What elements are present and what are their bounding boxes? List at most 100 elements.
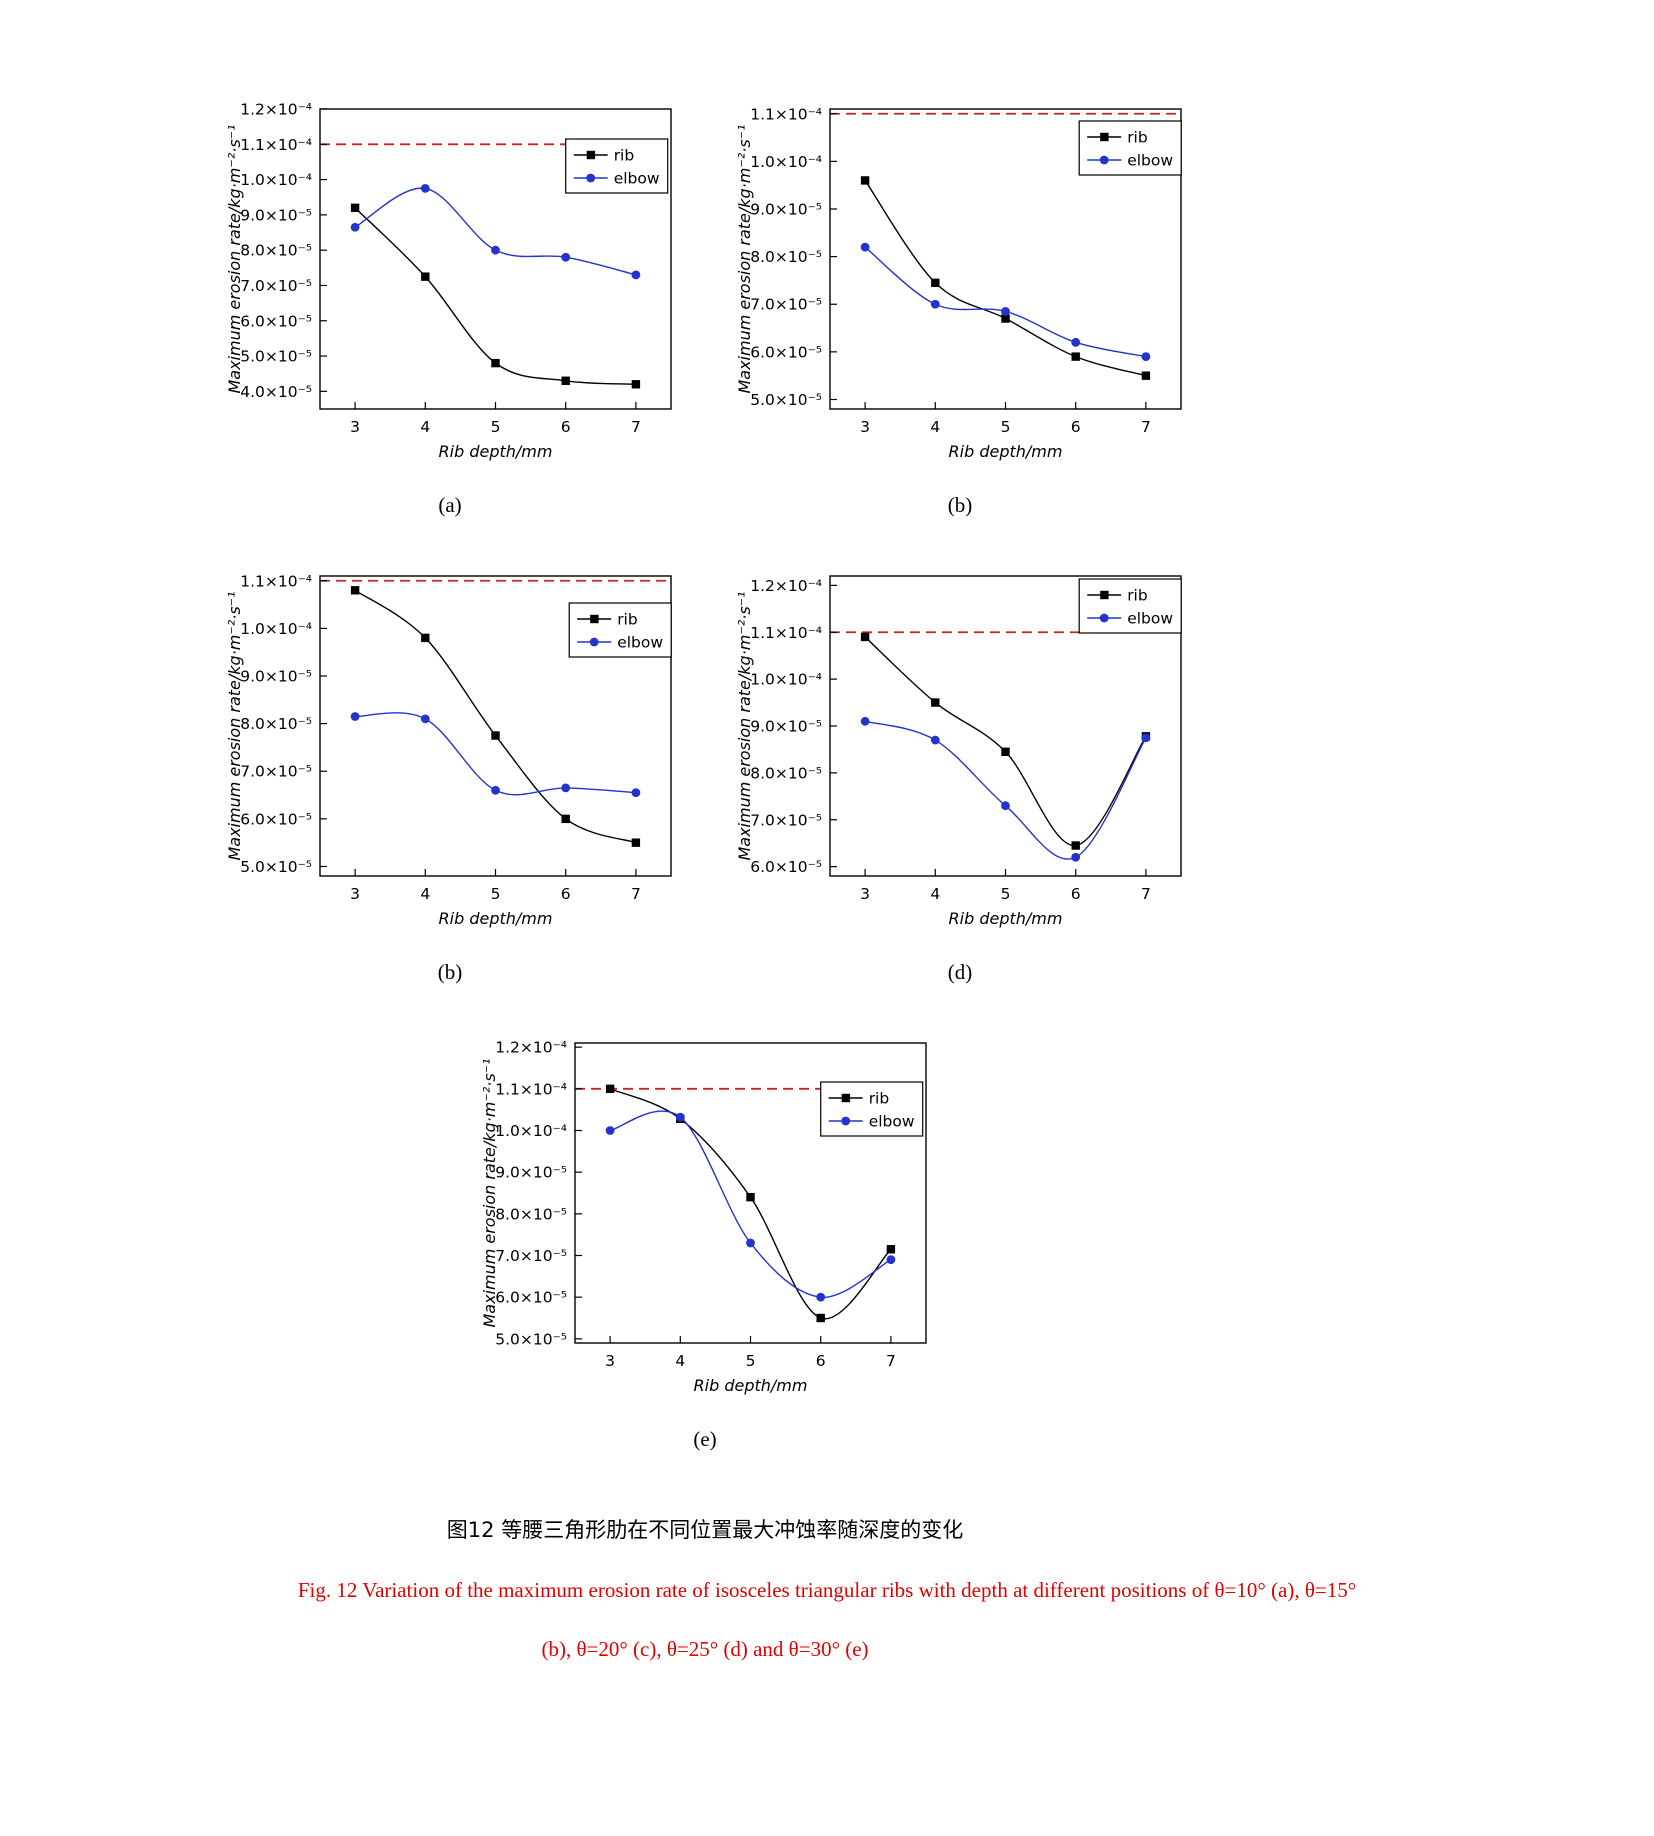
marker-circle-elbow xyxy=(886,1255,896,1265)
marker-circle-elbow xyxy=(930,299,940,309)
panel-a: 4.0×10⁻⁵ 5.0×10⁻⁵ 6.0×10⁻⁵ 7.0×10⁻⁵ 8.0×10⁻⁵… xyxy=(215,95,685,552)
marker-circle-elbow xyxy=(605,1126,615,1135)
marker-square-rib xyxy=(1001,314,1010,323)
legend-marker-rib xyxy=(1100,132,1109,142)
series-line-elbow xyxy=(355,712,636,796)
marker-circle-elbow xyxy=(1071,337,1081,347)
figure-page: 4.0×10⁻⁵ 5.0×10⁻⁵ 6.0×10⁻⁵ 7.0×10⁻⁵ 8.0×10⁻⁵… xyxy=(215,95,1356,1662)
marker-circle-elbow xyxy=(631,788,641,798)
marker-square-rib xyxy=(1071,841,1080,850)
chart-b: 5.0×10⁻⁵ 6.0×10⁻⁵ 7.0×10⁻⁵ 8.0×10⁻⁵ 9.0×10⁻⁵… xyxy=(725,95,1195,467)
chart-row-1: 4.0×10⁻⁵ 5.0×10⁻⁵ 6.0×10⁻⁵ 7.0×10⁻⁵ 8.0×10⁻⁵… xyxy=(215,95,1195,552)
y-tick-label: 8.0×10⁻⁵ xyxy=(240,715,312,733)
x-tick-label: 5 xyxy=(491,418,501,436)
y-tick-label: 7.0×10⁻⁵ xyxy=(750,811,822,829)
marker-circle-elbow xyxy=(816,1292,826,1302)
y-tick-label: 9.0×10⁻⁵ xyxy=(495,1164,567,1182)
legend-label-rib: rib xyxy=(617,611,638,629)
legend-marker-rib xyxy=(1100,590,1109,600)
x-tick-label: 3 xyxy=(350,418,360,436)
marker-circle-elbow xyxy=(420,184,430,193)
y-tick-label: 1.1×10⁻⁴ xyxy=(240,136,312,154)
series-line-rib xyxy=(354,207,636,385)
chart-d: 6.0×10⁻⁵ 7.0×10⁻⁵ 8.0×10⁻⁵ 9.0×10⁻⁵ 1.0×10⁻⁴… xyxy=(725,562,1195,934)
y-axis-label: Maximum erosion rate/kg·m⁻²·s⁻¹ xyxy=(735,124,754,393)
series-line-elbow xyxy=(354,187,637,276)
marker-circle-elbow xyxy=(561,252,571,262)
legend-label-rib: rib xyxy=(1127,129,1148,147)
y-tick-label: 9.0×10⁻⁵ xyxy=(240,668,312,686)
x-tick-label: 4 xyxy=(420,885,430,903)
marker-circle-elbow xyxy=(930,735,940,745)
y-tick-label: 7.0×10⁻⁵ xyxy=(240,763,312,781)
marker-circle-elbow xyxy=(860,716,870,726)
x-tick-label: 6 xyxy=(561,418,571,436)
marker-circle-elbow xyxy=(561,783,571,793)
panel-label-e: (e) xyxy=(693,1427,717,1451)
chart-svg-c: 5.0×10⁻⁵ 6.0×10⁻⁵ 7.0×10⁻⁵ 8.0×10⁻⁵ 9.0×10⁻⁵… xyxy=(225,572,672,928)
chart-row-3: 5.0×10⁻⁵ 6.0×10⁻⁵ 7.0×10⁻⁵ 8.0×10⁻⁵ 9.0×10⁻⁵… xyxy=(215,1029,1195,1486)
legend-label-rib: rib xyxy=(869,1090,890,1108)
legend-marker-elbow xyxy=(1099,155,1109,165)
y-tick-label: 9.0×10⁻⁵ xyxy=(240,206,312,224)
marker-circle-elbow xyxy=(860,242,870,252)
marker-circle-elbow xyxy=(631,270,641,280)
marker-square-rib xyxy=(886,1245,896,1254)
x-tick-label: 3 xyxy=(860,418,870,436)
y-tick-label: 9.0×10⁻⁵ xyxy=(750,718,822,736)
legend-marker-elbow xyxy=(586,173,596,183)
marker-square-rib xyxy=(816,1313,825,1323)
y-tick-label: 5.0×10⁻⁵ xyxy=(750,391,822,409)
chart-svg-e: 5.0×10⁻⁵ 6.0×10⁻⁵ 7.0×10⁻⁵ 8.0×10⁻⁵ 9.0×10⁻⁵… xyxy=(480,1039,927,1395)
y-tick-label: 6.0×10⁻⁵ xyxy=(750,343,822,361)
x-tick-label: 3 xyxy=(350,885,360,903)
y-tick-label: 1.0×10⁻⁴ xyxy=(240,171,312,189)
x-tick-label: 3 xyxy=(605,1352,615,1370)
y-tick-label: 8.0×10⁻⁵ xyxy=(750,764,822,782)
x-axis-label: Rib depth/mm xyxy=(949,442,1063,461)
marker-square-rib xyxy=(931,698,940,707)
y-tick-label: 1.1×10⁻⁴ xyxy=(495,1080,567,1098)
marker-square-rib xyxy=(931,278,940,288)
y-tick-label: 1.1×10⁻⁴ xyxy=(750,624,822,642)
x-tick-label: 4 xyxy=(930,885,940,903)
legend-marker-elbow xyxy=(589,637,599,647)
chart-e: 5.0×10⁻⁵ 6.0×10⁻⁵ 7.0×10⁻⁵ 8.0×10⁻⁵ 9.0×10⁻⁵… xyxy=(470,1029,940,1401)
y-tick-label: 6.0×10⁻⁵ xyxy=(495,1289,567,1307)
marker-square-rib xyxy=(1141,371,1151,380)
marker-square-rib xyxy=(421,272,430,281)
y-tick-label: 1.2×10⁻⁴ xyxy=(240,101,312,119)
y-tick-label: 7.0×10⁻⁵ xyxy=(750,296,822,314)
marker-circle-elbow xyxy=(420,714,430,724)
x-axis-label: Rib depth/mm xyxy=(694,1376,808,1395)
marker-square-rib xyxy=(350,586,360,595)
x-tick-label: 7 xyxy=(886,1352,896,1370)
x-axis-label: Rib depth/mm xyxy=(439,442,553,461)
chart-c: 5.0×10⁻⁵ 6.0×10⁻⁵ 7.0×10⁻⁵ 8.0×10⁻⁵ 9.0×10⁻⁵… xyxy=(215,562,685,934)
marker-circle-elbow xyxy=(1141,733,1151,743)
figure-caption-english-line2: (b), θ=20° (c), θ=25° (d) and θ=30° (e) xyxy=(541,1637,869,1661)
marker-square-rib xyxy=(860,632,870,642)
figure-grid: 4.0×10⁻⁵ 5.0×10⁻⁵ 6.0×10⁻⁵ 7.0×10⁻⁵ 8.0×10⁻⁵… xyxy=(215,95,1195,1486)
y-axis-label: Maximum erosion rate/kg·m⁻²·s⁻¹ xyxy=(225,124,244,393)
legend-label-elbow: elbow xyxy=(614,170,660,188)
panel-label-c: (b) xyxy=(437,960,463,984)
legend-box xyxy=(1078,120,1182,176)
panel-e: 5.0×10⁻⁵ 6.0×10⁻⁵ 7.0×10⁻⁵ 8.0×10⁻⁵ 9.0×10⁻⁵… xyxy=(470,1029,940,1486)
legend-box xyxy=(1078,578,1182,634)
x-axis-label: Rib depth/mm xyxy=(949,909,1063,928)
legend-box xyxy=(565,138,669,194)
y-axis-label: Maximum erosion rate/kg·m⁻²·s⁻¹ xyxy=(225,591,244,860)
marker-square-rib xyxy=(1071,352,1080,361)
legend-marker-rib xyxy=(841,1093,851,1103)
series-line-elbow xyxy=(864,720,1147,860)
legend-marker-rib xyxy=(586,150,596,160)
x-tick-label: 7 xyxy=(631,418,641,436)
y-tick-label: 8.0×10⁻⁵ xyxy=(495,1205,567,1223)
x-tick-label: 7 xyxy=(1141,418,1151,436)
y-tick-label: 9.0×10⁻⁵ xyxy=(750,201,822,219)
marker-square-rib xyxy=(860,176,870,185)
y-tick-label: 6.0×10⁻⁵ xyxy=(750,858,822,876)
marker-square-rib xyxy=(350,203,360,213)
y-tick-label: 5.0×10⁻⁵ xyxy=(495,1330,567,1348)
